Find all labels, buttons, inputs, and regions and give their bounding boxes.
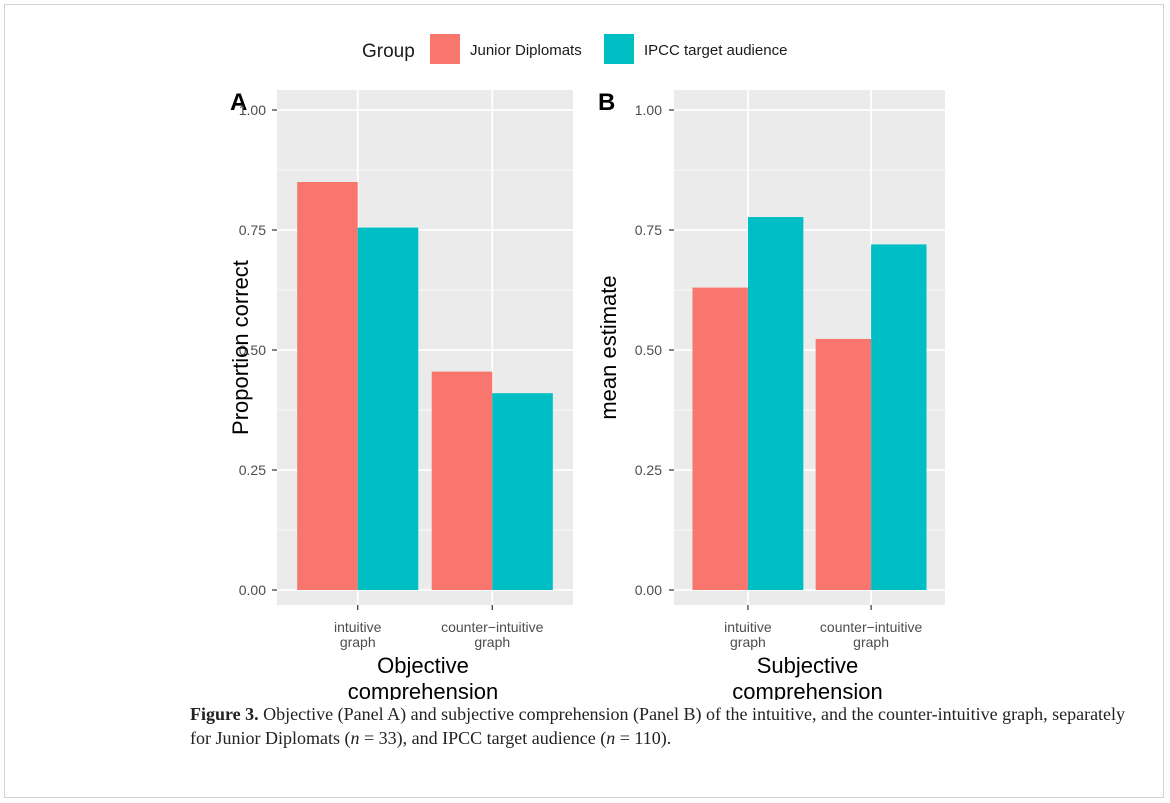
panel-a-x-tick-label-line: graph	[474, 634, 510, 650]
panel-b-x-axis-title-line-2: comprehension	[732, 679, 882, 700]
panel-b-x-tick-label-2: counter−intuitive graph	[820, 619, 923, 650]
panel-b-bar-2-2	[871, 244, 927, 590]
legend-key-1	[430, 34, 460, 64]
panel-b-x-axis-title-line-1: Subjective	[757, 653, 859, 678]
panel-b-y-axis-title: mean estimate	[596, 275, 621, 419]
panel-a-x-tick-label-line: counter−intuitive	[441, 619, 544, 635]
panel-a-bar-2-2	[492, 393, 553, 590]
panel-a-y-tick-label-5: 1.00	[239, 102, 266, 118]
panel-b-x-tick-label-line: graph	[853, 634, 889, 650]
caption-n-symbol-2: n	[606, 728, 616, 748]
legend-label-2: IPCC target audience	[644, 42, 787, 59]
panel-a-bar-1-2	[357, 227, 419, 590]
caption-label: Figure 3.	[190, 704, 259, 724]
figure-caption: Figure 3. Objective (Panel A) and subjec…	[190, 702, 1150, 750]
panel-b-y-tick-label-5: 1.00	[635, 102, 662, 118]
panel-a-x-axis-title-line-2: comprehension	[348, 679, 498, 700]
panel-a-y-tick-label-4: 0.75	[239, 222, 266, 238]
legend-title: Group	[362, 41, 415, 62]
caption-text-1: Objective (Panel A) and subjective compr…	[190, 704, 1126, 748]
panel-a-x-axis-title-line-1: Objective	[377, 653, 469, 678]
panel-b-x-tick-label-1: intuitive graph	[724, 619, 772, 650]
panel-b-bar-2-1	[815, 338, 872, 590]
panel-a-y-tick-label-1: 0.00	[239, 582, 266, 598]
figure-chart: Group Junior Diplomats IPCC target audienc…	[228, 34, 945, 700]
panel-a-x-tick-label-line: graph	[340, 634, 376, 650]
panel-a-y-tick-label-2: 0.25	[239, 462, 266, 478]
panel-a-x-tick-label-line: intuitive	[334, 619, 382, 635]
panel-b-label: B	[598, 89, 615, 116]
panel-a-x-tick-label-1: intuitive graph	[334, 619, 382, 650]
panel-a-bar-1-1	[297, 182, 358, 590]
panel-b-y-tick-label-1: 0.00	[635, 582, 662, 598]
panel-b-x-tick-label-line: graph	[730, 634, 766, 650]
panel-b-y-tick-label-4: 0.75	[635, 222, 662, 238]
caption-text-2: = 33), and IPCC target audience (	[359, 728, 607, 748]
panel-a-x-tick-label-2: counter−intuitive graph	[441, 619, 544, 650]
figure-frame	[4, 4, 1164, 798]
panel-b-bar-1-2	[747, 217, 804, 591]
panel-a-y-axis-title: Proportion correct	[228, 260, 253, 435]
panel-a-bar-2-1	[431, 371, 493, 590]
panel-b-x-tick-label-line: intuitive	[724, 619, 772, 635]
caption-n-symbol-1: n	[350, 728, 360, 748]
caption-text-3: = 110).	[615, 728, 672, 748]
panel-b-y-tick-label-3: 0.50	[635, 342, 662, 358]
panel-a-y-tick-label-3: 0.50	[239, 342, 266, 358]
panel-b-bar-1-1	[692, 287, 748, 590]
legend-label-1: Junior Diplomats	[470, 42, 582, 59]
panel-a-label: A	[230, 89, 247, 116]
panel-b-y-tick-label-2: 0.25	[635, 462, 662, 478]
panel-b-x-tick-label-line: counter−intuitive	[820, 619, 923, 635]
legend-key-2	[604, 34, 634, 64]
